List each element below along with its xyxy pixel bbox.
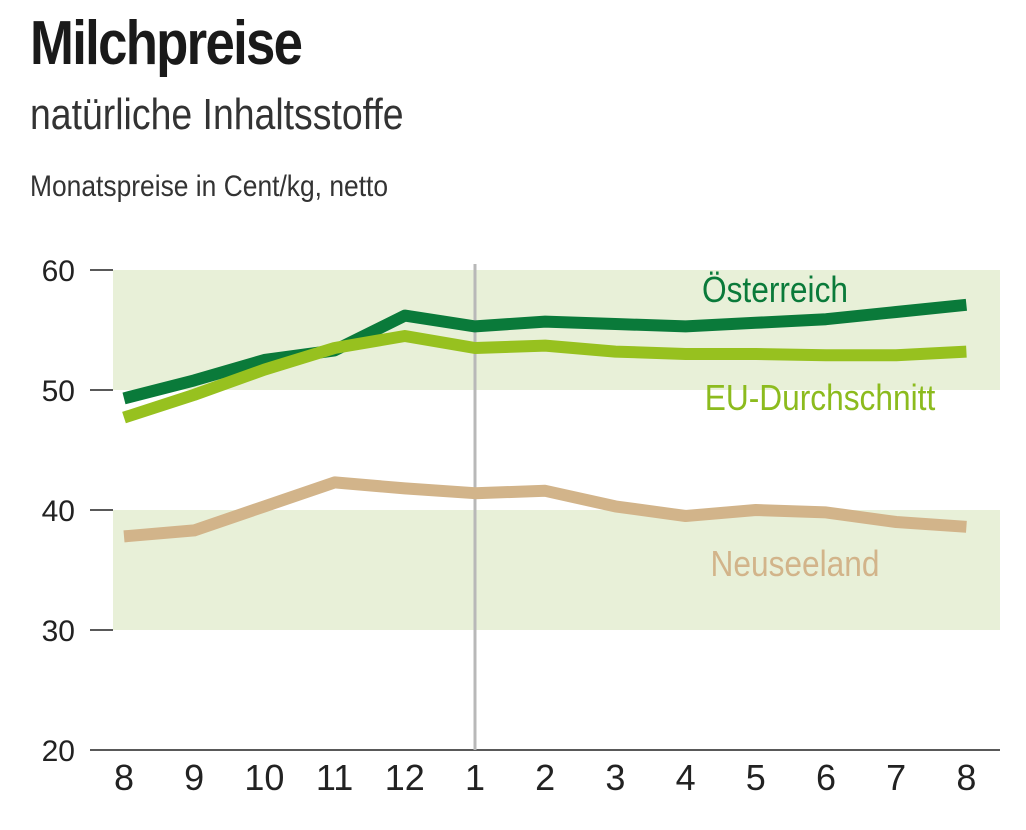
chart-title: Milchpreise [30, 9, 303, 78]
x-tick-label: 3 [605, 757, 625, 798]
x-tick-label: 2 [535, 757, 555, 798]
x-tick-label: 5 [746, 757, 766, 798]
x-tick-label: 12 [385, 757, 425, 798]
series-label: EU-Durchschnitt [705, 378, 936, 418]
y-axis-label: Monatspreise in Cent/kg, netto [30, 170, 389, 203]
x-tick-label: 8 [114, 757, 134, 798]
x-tick-label: 9 [184, 757, 204, 798]
x-tick-label: 7 [886, 757, 906, 798]
x-tick-label: 10 [244, 757, 284, 798]
series-label: Österreich [702, 270, 848, 310]
x-tick-label: 8 [956, 757, 976, 798]
y-tick-label: 20 [42, 735, 75, 768]
background-band [113, 510, 1000, 630]
x-tick-label: 4 [676, 757, 696, 798]
y-tick-label: 50 [42, 375, 75, 408]
chart-subtitle: natürliche Inhaltsstoffe [30, 90, 404, 139]
x-tick-label: 11 [316, 757, 353, 798]
y-tick-label: 40 [42, 495, 75, 528]
y-tick-label: 60 [42, 255, 75, 288]
x-tick-label: 1 [465, 757, 485, 798]
y-tick-label: 30 [42, 615, 75, 648]
x-tick-label: 6 [816, 757, 836, 798]
series-label: Neuseeland [710, 544, 879, 584]
